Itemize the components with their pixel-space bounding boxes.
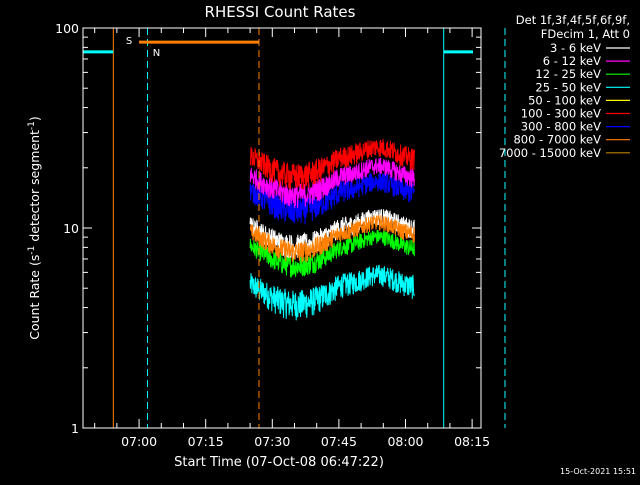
legend-label: 50 - 100 keV (528, 93, 601, 107)
y-label-end: ) (27, 116, 42, 121)
series-line (249, 172, 415, 225)
y-label-mid: detector segment (27, 130, 42, 246)
series-line (249, 209, 415, 259)
series-line (249, 264, 415, 321)
legend-label: 25 - 50 keV (535, 80, 601, 94)
legend-label: 300 - 800 keV (521, 120, 601, 134)
series-line (249, 215, 415, 263)
x-tick-label: 08:15 (454, 434, 490, 449)
chart-title: RHESSI Count Rates (205, 3, 356, 21)
legend-label: 100 - 300 keV (521, 107, 601, 121)
legend-label: 800 - 7000 keV (513, 133, 601, 147)
plot-data (249, 139, 415, 321)
y-axis-label: Count Rate (s-1 detector segment-1) (27, 116, 42, 340)
y-axis: 1 10 100 (55, 21, 481, 436)
y-label-sup-2: -1 (27, 121, 37, 130)
y-label-sup-1: -1 (27, 246, 37, 255)
x-tick-label: 07:45 (321, 434, 357, 449)
x-axis: 07:00 07:15 07:30 07:45 08:00 08:15 (94, 28, 490, 449)
y-label-main: Count Rate (s (27, 255, 42, 340)
x-axis-label: Start Time (07-Oct-08 06:47:22) (174, 455, 384, 470)
x-tick-label: 08:00 (387, 434, 423, 449)
y-tick-label: 10 (63, 221, 79, 236)
x-tick-label: 07:30 (254, 434, 290, 449)
legend-label: 7000 - 15000 keV (499, 146, 601, 160)
x-tick-label: 07:15 (188, 434, 224, 449)
legend-label: 3 - 6 keV (550, 41, 601, 55)
legend-label: 6 - 12 keV (543, 54, 601, 68)
legend-header-line-1: Det 1f,3f,4f,5f,6f,9f, (516, 13, 630, 27)
y-tick-label: 100 (55, 21, 79, 36)
night-flag-label: N (153, 48, 160, 59)
footer-timestamp: 15-Oct-2021 15:51 (560, 467, 636, 476)
saa-flag-label: S (126, 36, 132, 47)
series-line (249, 139, 415, 190)
series-line (249, 157, 415, 208)
y-tick-label: 1 (71, 421, 79, 436)
x-tick-label: 07:00 (121, 434, 157, 449)
legend-header-line-2: FDecim 1, Att 0 (541, 27, 630, 41)
legend: Det 1f,3f,4f,5f,6f,9f, FDecim 1, Att 0 3… (499, 13, 630, 160)
legend-label: 12 - 25 keV (535, 67, 601, 81)
